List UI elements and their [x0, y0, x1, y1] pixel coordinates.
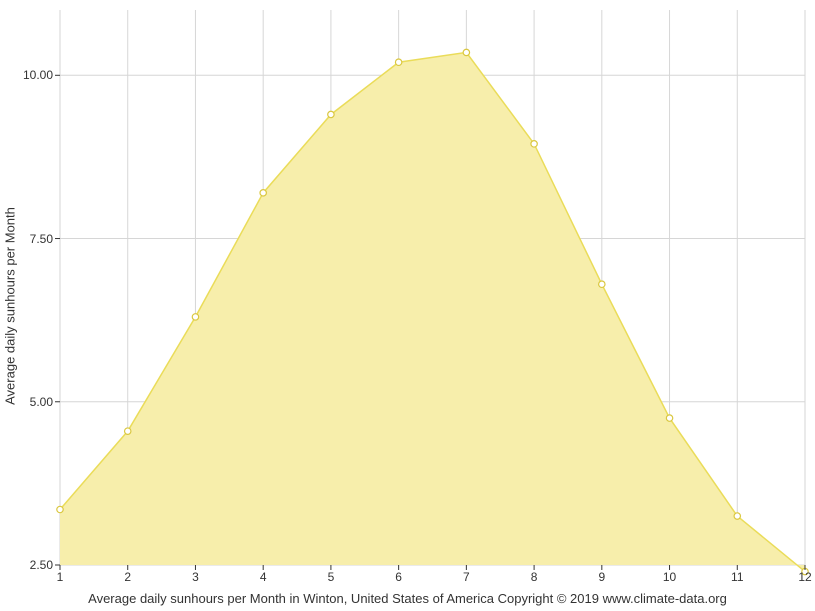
x-tick-label: 1 — [57, 570, 64, 584]
x-tick-label: 2 — [124, 570, 131, 584]
chart-svg — [0, 0, 815, 611]
x-tick-label: 9 — [598, 570, 605, 584]
y-tick-label: 10.00 — [13, 68, 53, 82]
x-tick-label: 7 — [463, 570, 470, 584]
x-tick-label: 11 — [731, 570, 743, 584]
x-tick-label: 4 — [260, 570, 267, 584]
y-tick-label: 7.50 — [13, 232, 53, 246]
x-tick-label: 3 — [192, 570, 199, 584]
x-tick-label: 8 — [531, 570, 538, 584]
x-axis-label: Average daily sunhours per Month in Wint… — [0, 591, 815, 606]
sunhours-chart: Average daily sunhours per Month Average… — [0, 0, 815, 611]
x-tick-label: 12 — [798, 570, 811, 584]
x-tick-label: 5 — [328, 570, 335, 584]
y-tick-label: 2.50 — [13, 558, 53, 572]
x-tick-label: 10 — [663, 570, 676, 584]
x-tick-label: 6 — [395, 570, 402, 584]
y-tick-label: 5.00 — [13, 395, 53, 409]
